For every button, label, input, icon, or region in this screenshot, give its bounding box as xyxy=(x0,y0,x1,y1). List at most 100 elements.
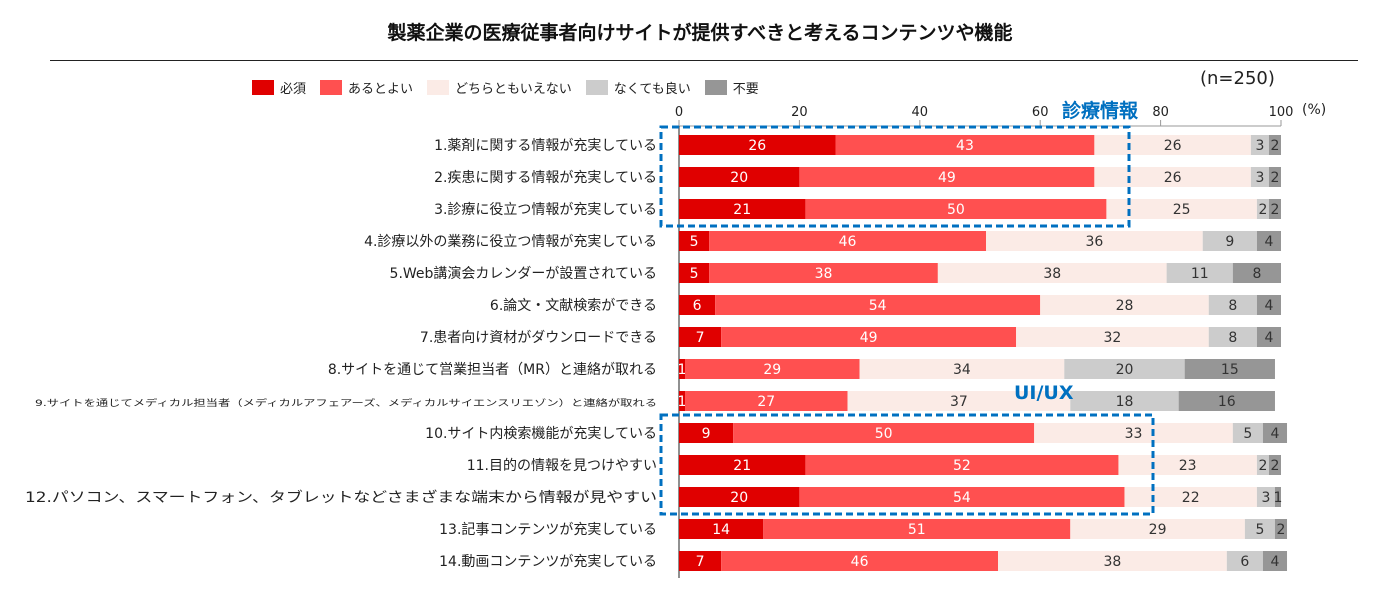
bar-segment xyxy=(1256,487,1275,507)
data-label: 4 xyxy=(1264,234,1273,250)
bar-segment xyxy=(1268,135,1281,155)
data-label: 2 xyxy=(1277,522,1286,538)
bar-segment xyxy=(1094,167,1251,187)
data-label: 5 xyxy=(690,266,699,282)
data-label: 7 xyxy=(696,330,705,346)
bar-segment xyxy=(1262,551,1288,571)
data-label: 3 xyxy=(1255,170,1264,186)
bar-segment xyxy=(1166,263,1233,283)
data-label: 33 xyxy=(1125,426,1143,442)
bar-segment xyxy=(1202,231,1257,251)
bar-segment xyxy=(679,199,806,219)
legend-label: 不要 xyxy=(732,82,759,97)
bar-segment xyxy=(763,519,1071,539)
legend-item: あるとよい xyxy=(320,78,413,97)
data-label: 43 xyxy=(956,138,974,154)
bar-segment xyxy=(679,551,722,571)
data-label: 1 xyxy=(1274,490,1283,506)
data-label: 4 xyxy=(1271,554,1280,570)
data-label: 26 xyxy=(1164,138,1182,154)
data-label: 21 xyxy=(733,202,751,218)
chart-title: 製薬企業の医療従事者向けサイトが提供すべきと考えるコンテンツや機能 xyxy=(387,22,1013,44)
bar-segment xyxy=(679,231,710,251)
data-label: 8 xyxy=(1228,330,1237,346)
data-label: 21 xyxy=(733,458,751,474)
bar-segment xyxy=(1256,327,1281,347)
bar-segment xyxy=(679,519,764,539)
data-label: 50 xyxy=(947,202,965,218)
data-label: 7 xyxy=(696,554,705,570)
annotation-label: 診療情報 xyxy=(1062,100,1139,122)
bar-segment xyxy=(1262,423,1288,443)
category-label: 4.診療以外の業務に役立つ情報が充実している xyxy=(364,233,657,250)
bar-segment xyxy=(1208,295,1257,315)
bar-segment xyxy=(1256,231,1281,251)
legend-swatch xyxy=(704,80,727,95)
bar-segment xyxy=(1208,327,1257,347)
bar-segment xyxy=(1094,135,1251,155)
legend: 必須 あるとよい どちらともいえない なくても良い 不要 xyxy=(252,78,759,97)
data-label: 36 xyxy=(1085,234,1103,250)
data-label: 9 xyxy=(1225,234,1234,250)
annotation-label: UI/UX xyxy=(1014,382,1074,404)
legend-swatch xyxy=(427,80,450,95)
data-label: 54 xyxy=(953,490,971,506)
bar-segment xyxy=(859,359,1065,379)
data-label: 1 xyxy=(678,362,687,378)
bar-segment xyxy=(721,551,999,571)
bar-segment xyxy=(1232,423,1263,443)
bar-segment xyxy=(835,135,1095,155)
bar-segment xyxy=(1250,167,1269,187)
bar-segment xyxy=(1178,391,1275,411)
bar-segment xyxy=(1250,135,1269,155)
bar-segment xyxy=(1016,327,1209,347)
bar-segment xyxy=(1274,487,1281,507)
bar-segment xyxy=(1268,167,1281,187)
data-label: 8 xyxy=(1252,266,1261,282)
legend-item: なくても良い xyxy=(585,78,691,97)
category-label: 6.論文・文献検索ができる xyxy=(490,297,657,314)
category-label: 1.薬剤に関する情報が充実している xyxy=(434,138,657,154)
legend-item: 必須 xyxy=(252,78,306,97)
bar-segment xyxy=(847,391,1071,411)
bar-segment xyxy=(679,135,836,155)
category-label: 7.患者向け資材がダウンロードできる xyxy=(420,330,657,346)
bar-segment xyxy=(799,487,1125,507)
annotation-box xyxy=(659,125,1131,228)
data-label: 20 xyxy=(1116,362,1134,378)
data-label: 3 xyxy=(1255,138,1264,154)
x-tick-label: 0 xyxy=(675,105,683,120)
bar-segment xyxy=(679,391,686,411)
data-label: 29 xyxy=(763,362,781,378)
bar-segment xyxy=(733,423,1035,443)
data-label: 8 xyxy=(1228,298,1237,314)
bar-segment xyxy=(679,295,716,315)
bar-segment xyxy=(679,455,806,475)
data-label: 4 xyxy=(1264,298,1273,314)
data-label: 1 xyxy=(678,394,687,410)
bar-segment xyxy=(986,231,1203,251)
data-label: 18 xyxy=(1116,394,1134,410)
bar-segment xyxy=(1040,295,1209,315)
category-label: 3.診療に役立つ情報が充実している xyxy=(434,201,657,218)
category-label: 14.動画コンテンツが充実している xyxy=(439,554,657,570)
category-label: 8.サイトを通じて営業担当者（MR）と連絡が取れる xyxy=(328,362,657,378)
data-label: 15 xyxy=(1221,362,1239,378)
legend-label: なくても良い xyxy=(613,82,691,97)
bar-segment xyxy=(1244,519,1275,539)
data-label: 52 xyxy=(953,458,971,474)
bar-segment xyxy=(709,263,938,283)
bar-segment xyxy=(1268,455,1281,475)
data-label: 37 xyxy=(950,394,968,410)
legend-item: どちらともいえない xyxy=(427,78,572,97)
title-divider xyxy=(50,60,1358,61)
category-label: 12.パソコン、スマートフォン、タブレットなどさまざまな端末から情報が見やすい xyxy=(25,489,657,506)
legend-swatch xyxy=(585,80,608,95)
bar-segment xyxy=(1124,487,1257,507)
sample-size: (n=250) xyxy=(1200,68,1275,89)
data-label: 14 xyxy=(712,522,730,538)
data-label: 16 xyxy=(1218,394,1236,410)
data-label: 11 xyxy=(1191,266,1209,282)
